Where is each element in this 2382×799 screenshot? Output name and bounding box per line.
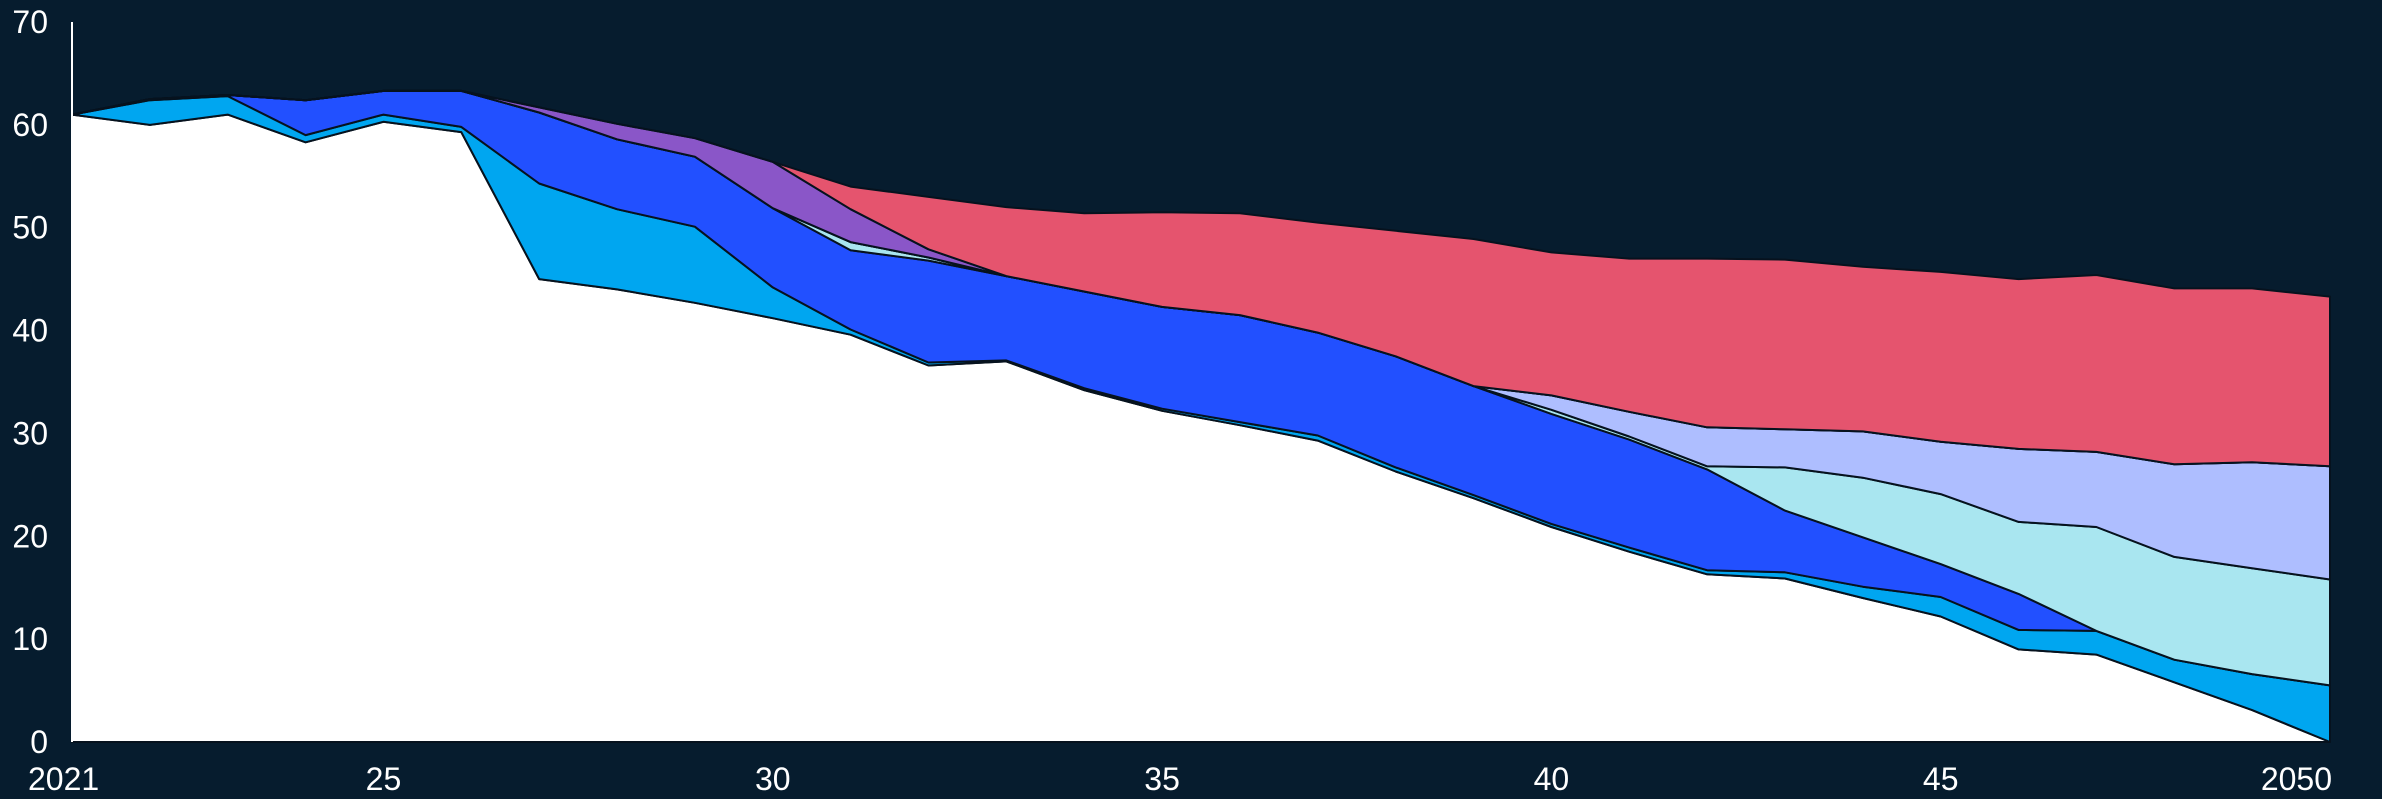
x-tick-label: 2050 bbox=[2261, 761, 2332, 797]
x-tick-label: 45 bbox=[1923, 761, 1959, 797]
x-axis: 2021 25 30 35 40 45 2050 bbox=[28, 761, 2332, 797]
y-tick-label: 10 bbox=[12, 621, 48, 657]
y-axis: 0 10 20 30 40 50 60 70 bbox=[12, 4, 73, 760]
y-tick-label: 40 bbox=[12, 313, 48, 349]
y-tick-label: 70 bbox=[12, 4, 48, 40]
x-tick-label: 30 bbox=[755, 761, 791, 797]
y-tick-label: 0 bbox=[30, 724, 48, 760]
x-tick-label: 2021 bbox=[28, 761, 99, 797]
area-series-7 bbox=[71, 89, 2331, 468]
y-tick-label: 60 bbox=[12, 107, 48, 143]
x-tick-label: 25 bbox=[366, 761, 402, 797]
y-tick-label: 30 bbox=[12, 415, 48, 451]
y-tick-label: 20 bbox=[12, 518, 48, 554]
y-tick-label: 50 bbox=[12, 210, 48, 246]
x-tick-label: 35 bbox=[1144, 761, 1180, 797]
x-tick-label: 40 bbox=[1534, 761, 1570, 797]
area-layers bbox=[71, 89, 2331, 743]
